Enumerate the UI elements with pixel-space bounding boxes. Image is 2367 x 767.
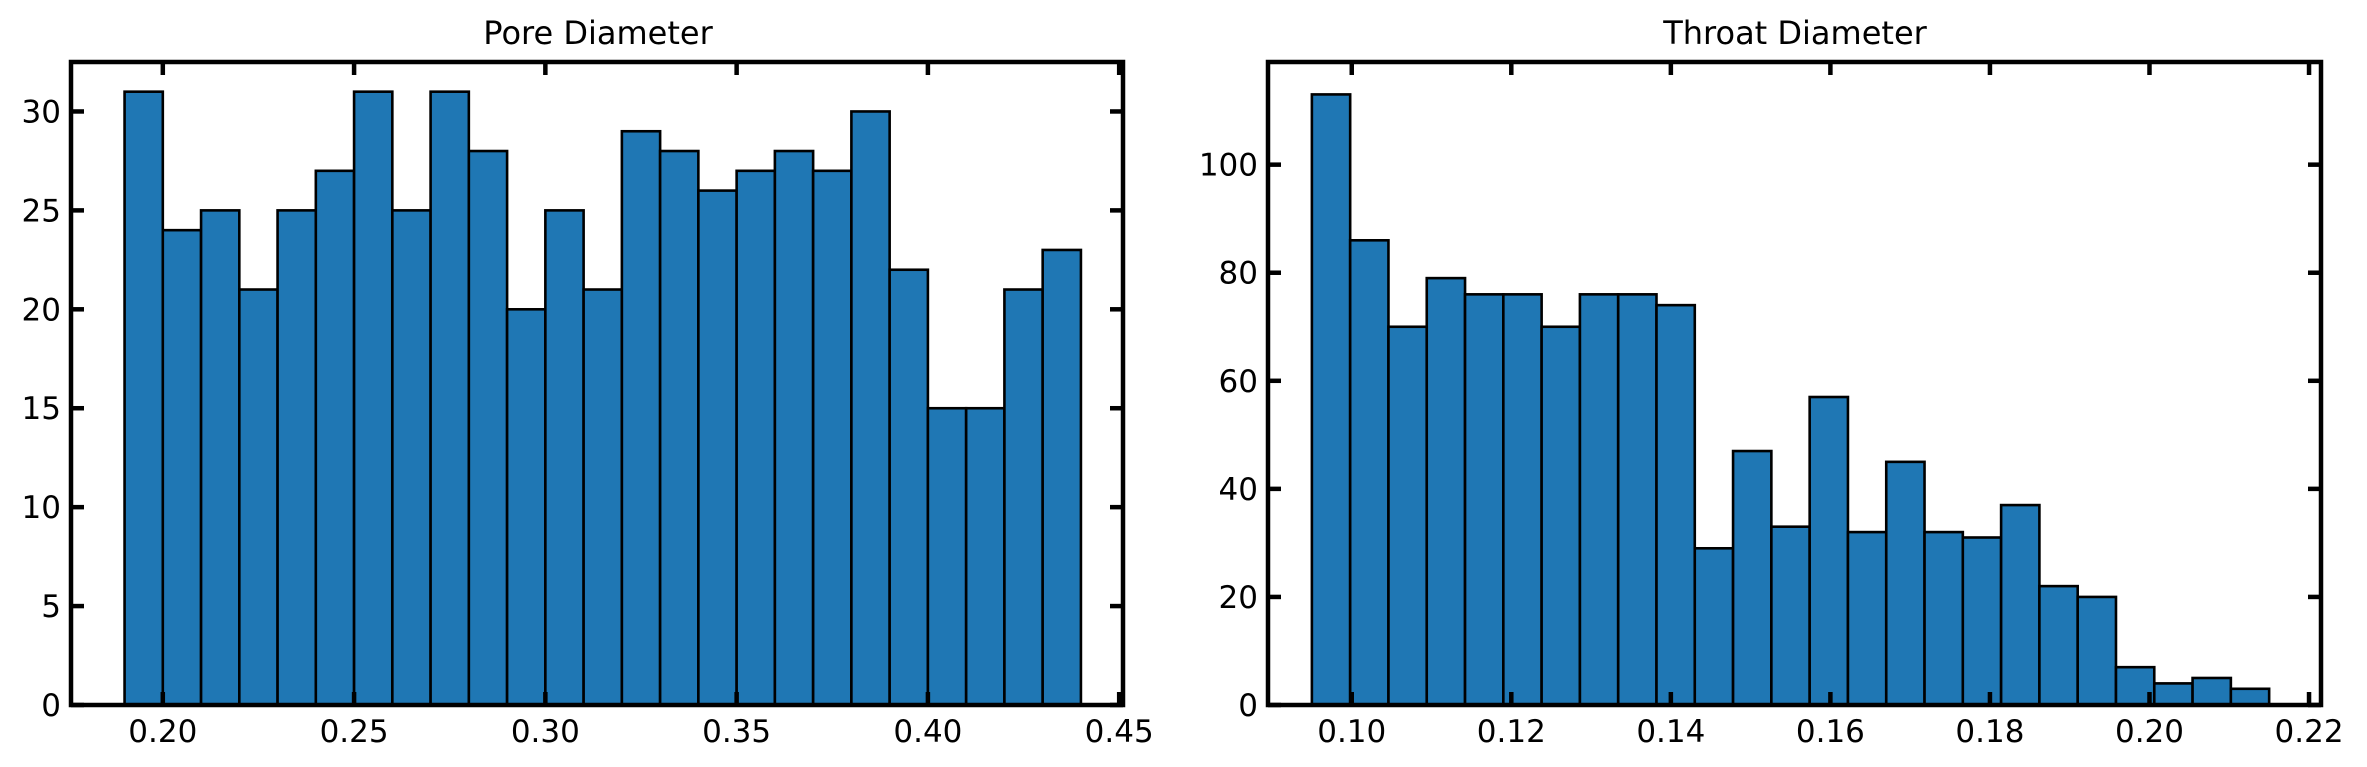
pore-diameter-bar — [1003, 288, 1044, 707]
pore-diameter-bars — [123, 90, 1083, 707]
throat-diameter-ticks: 0.10 0.12 0.14 0.16 0.18 0.20 0.22 0 20 40 60 80 100 — [1199, 62, 2344, 750]
pore-diameter-bar — [467, 149, 509, 707]
throat-diameter-ytick-label: 40 — [1219, 472, 1258, 508]
pore-diameter-bar — [544, 209, 585, 707]
throat-diameter-bar — [1616, 293, 1658, 707]
throat-diameter-ytick-label: 80 — [1219, 256, 1258, 292]
pore-diameter-xtick-label: 0.25 — [320, 714, 389, 750]
pore-diameter-bar — [238, 288, 279, 707]
pore-diameter-bar — [391, 209, 432, 707]
pore-diameter-ytick-label: 25 — [22, 193, 61, 229]
throat-diameter-xtick-label: 0.14 — [1636, 714, 1705, 750]
throat-diameter-xtick-label: 0.12 — [1477, 714, 1546, 750]
throat-diameter-ytick-label: 20 — [1219, 580, 1258, 616]
pore-diameter-ticks: 0.20 0.25 0.30 0.35 0.40 0.45 0 5 10 15 20 25 30 — [22, 62, 1154, 750]
pore-diameter-bar — [123, 90, 165, 707]
throat-diameter-bar — [1502, 293, 1543, 707]
pore-diameter-ytick-label: 10 — [22, 490, 61, 526]
throat-diameter-bar — [1731, 449, 1773, 707]
throat-diameter-bar — [2191, 676, 2233, 707]
throat-diameter-bar — [2038, 584, 2079, 707]
pore-diameter-ytick-label: 0 — [41, 688, 61, 724]
pore-diameter-bar — [850, 110, 891, 707]
pore-diameter-axes-frame — [68, 59, 1126, 708]
throat-diameter-bar — [1540, 325, 1582, 707]
pore-diameter-bar — [773, 149, 815, 707]
throat-diameter-ytick-label: 0 — [1238, 688, 1258, 724]
pore-diameter-bar — [1041, 248, 1083, 707]
throat-diameter-bar — [1655, 303, 1697, 707]
pore-diameter-bar — [429, 90, 471, 707]
pore-diameter-bar — [926, 406, 968, 707]
throat-diameter-bar — [1310, 93, 1352, 707]
throat-diameter-bar — [1961, 536, 2003, 707]
pore-diameter-bar — [964, 406, 1006, 707]
throat-diameter-ytick-label: 100 — [1199, 148, 1258, 184]
throat-diameter-xtick-label: 0.22 — [2275, 714, 2344, 750]
throat-diameter-bar — [1578, 293, 1620, 707]
throat-diameter-xtick-label: 0.18 — [1955, 714, 2024, 750]
pore-diameter-ytick-label: 15 — [22, 391, 61, 427]
pore-diameter-bar — [658, 149, 700, 707]
pore-diameter-bar — [276, 209, 318, 707]
throat-diameter-bar — [1463, 293, 1505, 707]
pore-diameter-bar — [735, 169, 777, 707]
pore-diameter-bar — [161, 228, 203, 707]
throat-diameter-bars — [1310, 93, 2271, 707]
throat-diameter-bar — [1425, 276, 1467, 707]
pore-diameter-xtick-label: 0.20 — [128, 714, 197, 750]
throat-diameter-axes-frame — [1265, 59, 2324, 708]
throat-diameter-bar — [1846, 530, 1888, 707]
throat-diameter-title: Throat Diameter — [1662, 14, 1927, 52]
throat-diameter-bar — [2076, 595, 2118, 707]
throat-diameter-xtick-label: 0.10 — [1317, 714, 1386, 750]
throat-diameter-bar — [1770, 525, 1811, 707]
pore-diameter-title: Pore Diameter — [483, 14, 713, 52]
throat-diameter-bar — [1693, 546, 1735, 707]
throat-diameter-bar — [1999, 503, 2041, 707]
throat-diameter-xtick-label: 0.16 — [1796, 714, 1865, 750]
pore-diameter-xtick-label: 0.40 — [893, 714, 962, 750]
pore-diameter-xtick-label: 0.35 — [702, 714, 771, 750]
pore-diameter-ytick-label: 5 — [41, 589, 61, 625]
throat-diameter-xtick-label: 0.20 — [2115, 714, 2184, 750]
pore-diameter-bar — [314, 169, 356, 707]
pore-diameter-bar — [620, 129, 662, 707]
pore-diameter-bar — [888, 268, 930, 707]
throat-diameter-bar — [2152, 682, 2194, 707]
pore-diameter-bar — [582, 288, 624, 707]
pore-diameter-panel: Pore Diameter 0.20 0.25 0.30 0.35 0.40 0.45 0 5… — [22, 14, 1154, 750]
pore-diameter-xtick-label: 0.45 — [1085, 714, 1154, 750]
throat-diameter-panel: Throat Diameter 0.10 0.12 0.14 0.16 0.18 0.20… — [1199, 14, 2344, 750]
throat-diameter-bar — [1884, 460, 1926, 707]
pore-diameter-ytick-label: 30 — [22, 94, 61, 130]
pore-diameter-ytick-label: 20 — [22, 292, 61, 328]
throat-diameter-bar — [1808, 395, 1850, 707]
throat-diameter-bar — [1923, 530, 1965, 707]
throat-diameter-bar — [1387, 325, 1429, 707]
pore-diameter-bar — [505, 308, 547, 707]
pore-diameter-bar — [199, 209, 241, 707]
pore-diameter-bar — [811, 169, 853, 707]
throat-diameter-ytick-label: 60 — [1219, 364, 1258, 400]
throat-diameter-bar — [1348, 239, 1390, 707]
pore-diameter-bar — [697, 189, 738, 707]
pore-diameter-bar — [352, 90, 394, 707]
throat-diameter-bar — [2229, 687, 2271, 707]
pore-diameter-xtick-label: 0.30 — [511, 714, 580, 750]
